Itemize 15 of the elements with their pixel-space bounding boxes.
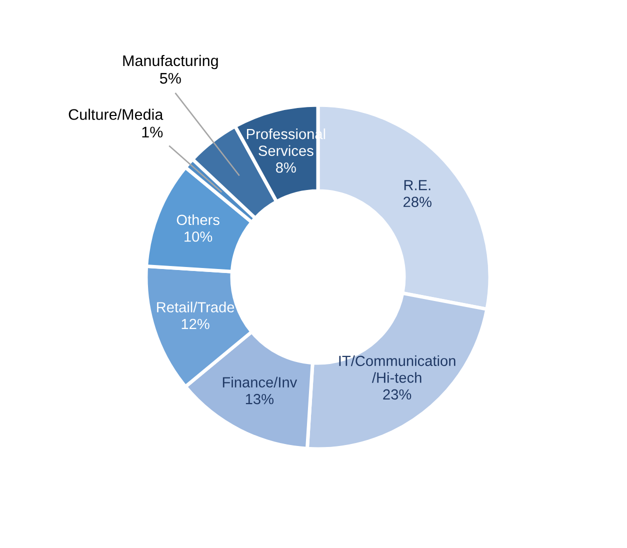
- slice-label: IT/Communication /Hi-tech: [339, 355, 456, 383]
- data-label: 10%: [184, 231, 212, 242]
- slice-label: R.E.: [404, 180, 430, 190]
- slice-label: Finance/Inv: [222, 376, 298, 388]
- data-label: 12%: [182, 318, 210, 330]
- data-label: 28%: [404, 196, 432, 208]
- data-label: 23%: [383, 389, 412, 400]
- data-label: 8%: [276, 162, 296, 173]
- slice-label: Others: [176, 214, 220, 226]
- slice-label: Manufacturing: [123, 54, 218, 70]
- slice-label: Retail/Trade: [157, 302, 234, 312]
- data-label: 13%: [246, 394, 274, 404]
- data-label: 5%: [160, 72, 181, 84]
- slice-label: Culture/Media: [68, 108, 164, 120]
- data-label: 1%: [142, 126, 163, 138]
